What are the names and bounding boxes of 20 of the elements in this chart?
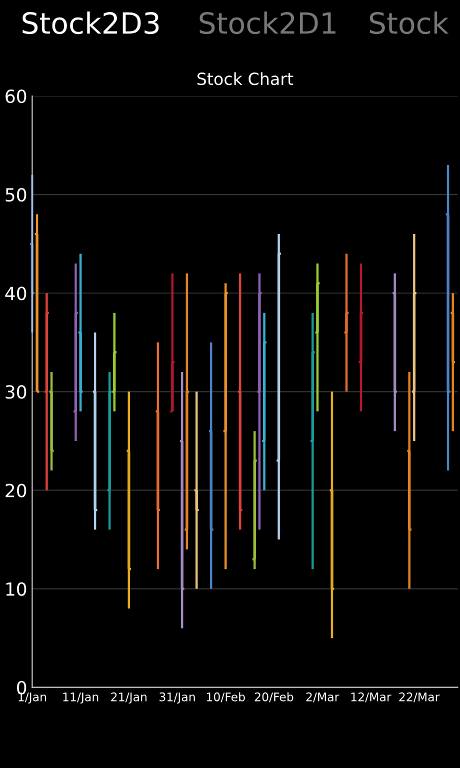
y-tick-label: 50 — [6, 188, 26, 202]
text: Stock2D1 — [200, 12, 336, 34]
x-tick-label: 31/Jan — [160, 692, 195, 704]
x-tick-label: 11/Jan — [63, 692, 98, 704]
x-tick-label: 2/Mar — [306, 692, 340, 702]
text: Stock — [370, 12, 449, 34]
x-tick-label: 20/Feb — [254, 692, 294, 702]
x-tick-label: 10/Feb — [206, 692, 245, 702]
chart-title: Stock Chart — [197, 72, 294, 86]
y-tick-label: 40 — [5, 286, 26, 300]
x-tick-label: 12/Mar — [351, 692, 392, 702]
y-tick-label: 60 — [6, 89, 26, 104]
x-tick-label: 1/Jan — [18, 692, 46, 704]
y-tick-label: 30 — [6, 385, 26, 399]
y-tick-label: 20 — [6, 484, 26, 498]
x-tick-label: 21/Jan — [111, 692, 146, 704]
text: Stock2D3 — [22, 12, 159, 34]
y-tick-label: 0 — [17, 680, 26, 694]
x-tick-label: 22/Mar — [399, 692, 440, 702]
y-tick-label: 10 — [6, 582, 26, 596]
